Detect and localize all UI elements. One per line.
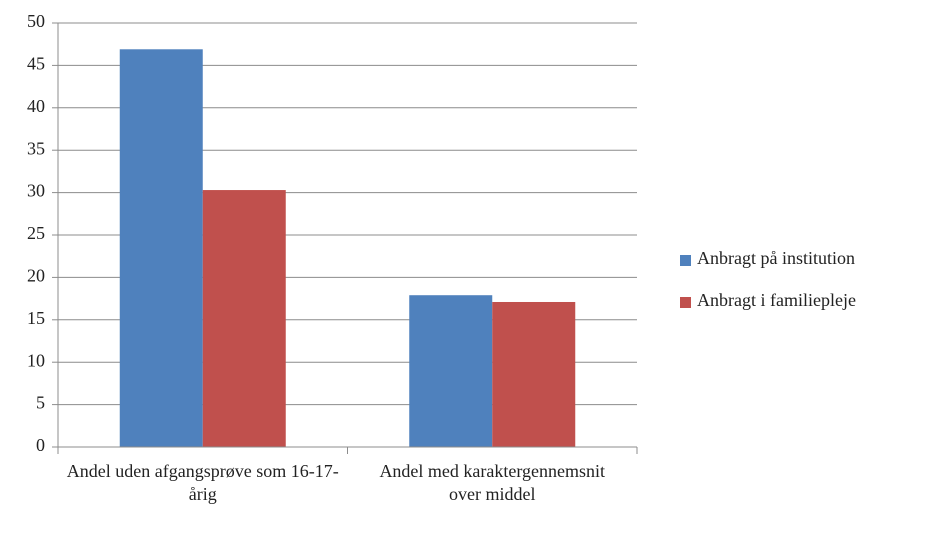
y-tick-label: 35: [27, 138, 45, 158]
bar: [492, 301, 576, 447]
y-tick-label: 40: [27, 96, 45, 116]
y-tick-label: 30: [27, 181, 45, 201]
y-tick-label: 50: [27, 11, 45, 31]
y-tick-label: 45: [27, 54, 45, 74]
bar: [202, 190, 286, 447]
y-tick-label: 20: [27, 266, 45, 286]
x-tick-label: Andel med karaktergennemsnit over middel: [379, 461, 606, 504]
bar: [409, 295, 493, 447]
legend-swatch: [680, 255, 691, 266]
legend-label: Anbragt i familiepleje: [697, 290, 856, 310]
x-tick-label: Andel uden afgangsprøve som 16-17-årig: [66, 461, 339, 504]
y-tick-label: 15: [27, 308, 45, 328]
legend-label: Anbragt på institution: [697, 248, 855, 268]
y-tick-label: 5: [36, 393, 45, 413]
bar: [119, 49, 203, 448]
y-tick-label: 25: [27, 223, 45, 243]
y-tick-label: 10: [27, 350, 45, 370]
y-tick-label: 0: [36, 435, 45, 455]
legend-swatch: [680, 297, 691, 308]
